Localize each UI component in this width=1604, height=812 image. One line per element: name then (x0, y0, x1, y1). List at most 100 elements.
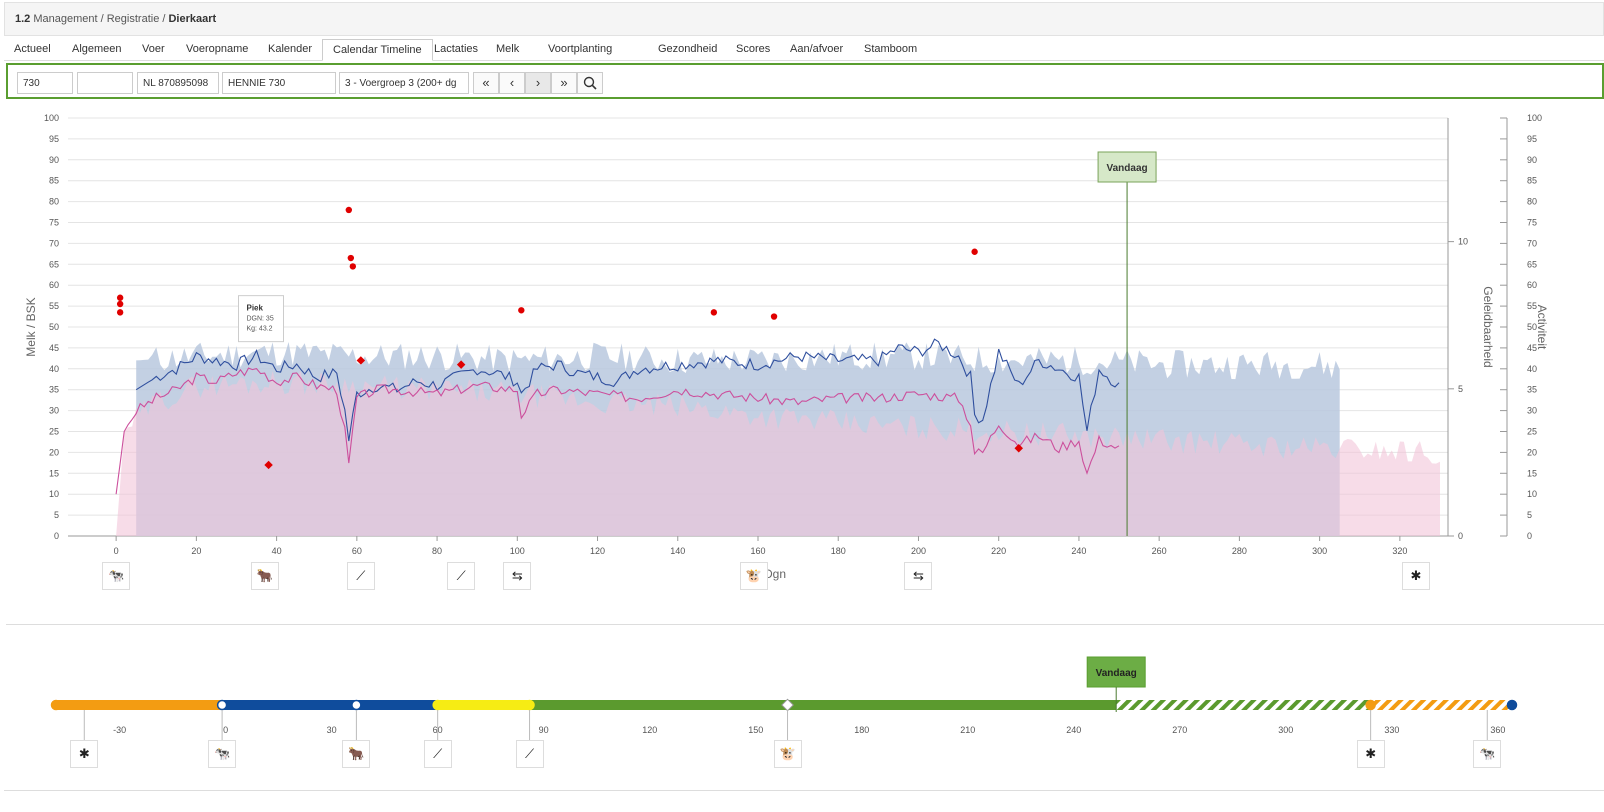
insemination-icon[interactable]: ⟋ (346, 562, 375, 590)
x-tick-label: 200 (911, 546, 926, 556)
breadcrumb-path[interactable]: Management / Registratie / (33, 13, 169, 25)
x-tick-label: 320 (1392, 546, 1407, 556)
insemination-icon[interactable]: ⟋ (515, 740, 544, 768)
timeline-tick-label: 270 (1172, 725, 1187, 735)
y3-tick-label: 70 (1527, 238, 1537, 248)
y3-axis-title: Activiteit (1535, 305, 1549, 350)
timeline-tick-label: 120 (642, 725, 657, 735)
tab-stamboom[interactable]: Stamboom (864, 43, 918, 55)
timeline-segment (1116, 700, 1371, 710)
timeline-node (1365, 699, 1376, 711)
x-tick-label: 120 (590, 546, 605, 556)
y3-tick-label: 45 (1527, 343, 1537, 353)
bsk-line (115, 367, 1120, 495)
tab-actueel[interactable]: Actueel (14, 43, 51, 55)
search-button[interactable] (577, 72, 603, 94)
tab-voeropname[interactable]: Voeropname (186, 43, 249, 55)
timeline-segment (437, 700, 530, 710)
timeline-tick-label: 210 (960, 725, 975, 735)
x-tick-label: 240 (1071, 546, 1086, 556)
x-tick-label: 0 (114, 546, 119, 556)
event-marker (264, 460, 273, 470)
today-label: Vandaag (1106, 163, 1147, 174)
insemination-icon[interactable]: ⟋ (423, 740, 452, 768)
y3-tick-label: 35 (1527, 385, 1537, 395)
timeline-node (1506, 699, 1518, 711)
y-tick-label: 60 (49, 280, 59, 290)
y3-tick-label: 100 (1527, 113, 1542, 123)
tab-voer[interactable]: Voer (142, 43, 165, 55)
group-change-icon[interactable]: ⇆ (503, 562, 532, 590)
calving-icon[interactable]: 🐄 (102, 562, 131, 590)
tab-algemeen[interactable]: Algemeen (72, 43, 122, 55)
first-animal-button[interactable]: « (473, 72, 499, 94)
dry-off-icon[interactable]: ✱ (1356, 740, 1385, 768)
tab-kalender[interactable]: Kalender (268, 43, 313, 55)
timeline-tick-label: 30 (327, 725, 337, 735)
x-tick-label: 160 (750, 546, 765, 556)
pregnancy-check-icon[interactable]: 🐮 (773, 740, 802, 768)
event-marker (1014, 443, 1023, 453)
previous-animal-button[interactable]: ‹ (499, 72, 525, 94)
tab-gezondheid[interactable]: Gezondheid (658, 43, 718, 55)
y-tick-label: 45 (49, 343, 59, 353)
today-flag (1097, 151, 1157, 183)
y2-tick-label: 5 (1458, 384, 1463, 394)
conductivity-point (349, 263, 357, 270)
conductivity-point (971, 248, 978, 255)
y-tick-label: 85 (49, 176, 59, 186)
timeline-tick-label: 150 (748, 725, 763, 735)
tab-calendar-timeline[interactable]: Calendar Timeline (322, 39, 433, 61)
pregnancy-check-icon[interactable]: 🐮 (739, 562, 768, 590)
timeline-tick-label: 360 (1490, 725, 1505, 735)
timeline-node (524, 699, 535, 711)
conductivity-point (518, 307, 525, 314)
insemination-icon[interactable]: ⟋ (447, 562, 476, 590)
y3-tick-label: 0 (1527, 531, 1532, 541)
animal-name-input[interactable] (222, 72, 336, 94)
search-icon (583, 76, 597, 90)
timeline-tick-label: 90 (539, 725, 549, 735)
life-number-input[interactable] (137, 72, 219, 94)
x-tick-label: 40 (272, 546, 282, 556)
x-tick-label: 260 (1152, 546, 1167, 556)
breadcrumb-number: 1.2 (15, 13, 31, 25)
heat-icon[interactable]: 🐂 (250, 562, 279, 590)
x-tick-label: 280 (1232, 546, 1247, 556)
timeline-tick-label: 300 (1278, 725, 1293, 735)
y2-tick-label: 0 (1458, 531, 1463, 541)
y3-tick-label: 25 (1527, 427, 1537, 437)
y3-tick-label: 40 (1527, 364, 1537, 374)
y-axis-title: Melk / BSK (24, 297, 38, 356)
chart-divider (6, 624, 1604, 625)
tab-lactaties[interactable]: Lactaties (434, 43, 479, 55)
calving-icon[interactable]: 🐄 (208, 740, 237, 768)
peak-tooltip-dgn: DGN: 35 (246, 316, 273, 323)
feed-group-select[interactable] (339, 72, 469, 94)
group-change-icon[interactable]: ⇆ (904, 562, 933, 590)
next-animal-button[interactable]: › (525, 72, 551, 94)
animal-number-input[interactable] (17, 72, 73, 94)
x-tick-label: 100 (510, 546, 525, 556)
animal-filter-bar: « ‹ › » (6, 63, 1604, 99)
secondary-number-input[interactable] (77, 72, 133, 94)
y3-tick-label: 20 (1527, 447, 1537, 457)
tab-voortplanting[interactable]: Voortplanting (548, 43, 613, 55)
timeline-node (351, 699, 362, 711)
tab-melk[interactable]: Melk (496, 43, 520, 55)
tab-aan-afvoer[interactable]: Aan/afvoer (790, 43, 844, 55)
heat-icon[interactable]: 🐂 (342, 740, 371, 768)
y3-tick-label: 30 (1527, 406, 1537, 416)
timeline-node (781, 698, 794, 712)
conductivity-point (770, 313, 778, 320)
calving-icon[interactable]: 🐄 (1473, 740, 1502, 768)
last-animal-button[interactable]: » (551, 72, 577, 94)
dry-off-icon[interactable]: ✱ (1401, 562, 1430, 590)
timeline-tick-label: 330 (1384, 725, 1399, 735)
y-tick-label: 70 (49, 238, 59, 248)
conductivity-point (710, 309, 718, 316)
tab-scores[interactable]: Scores (736, 43, 771, 55)
timeline-tick-label: 240 (1066, 725, 1081, 735)
dry-off-icon[interactable]: ✱ (70, 740, 99, 768)
y-tick-label: 100 (44, 113, 59, 123)
